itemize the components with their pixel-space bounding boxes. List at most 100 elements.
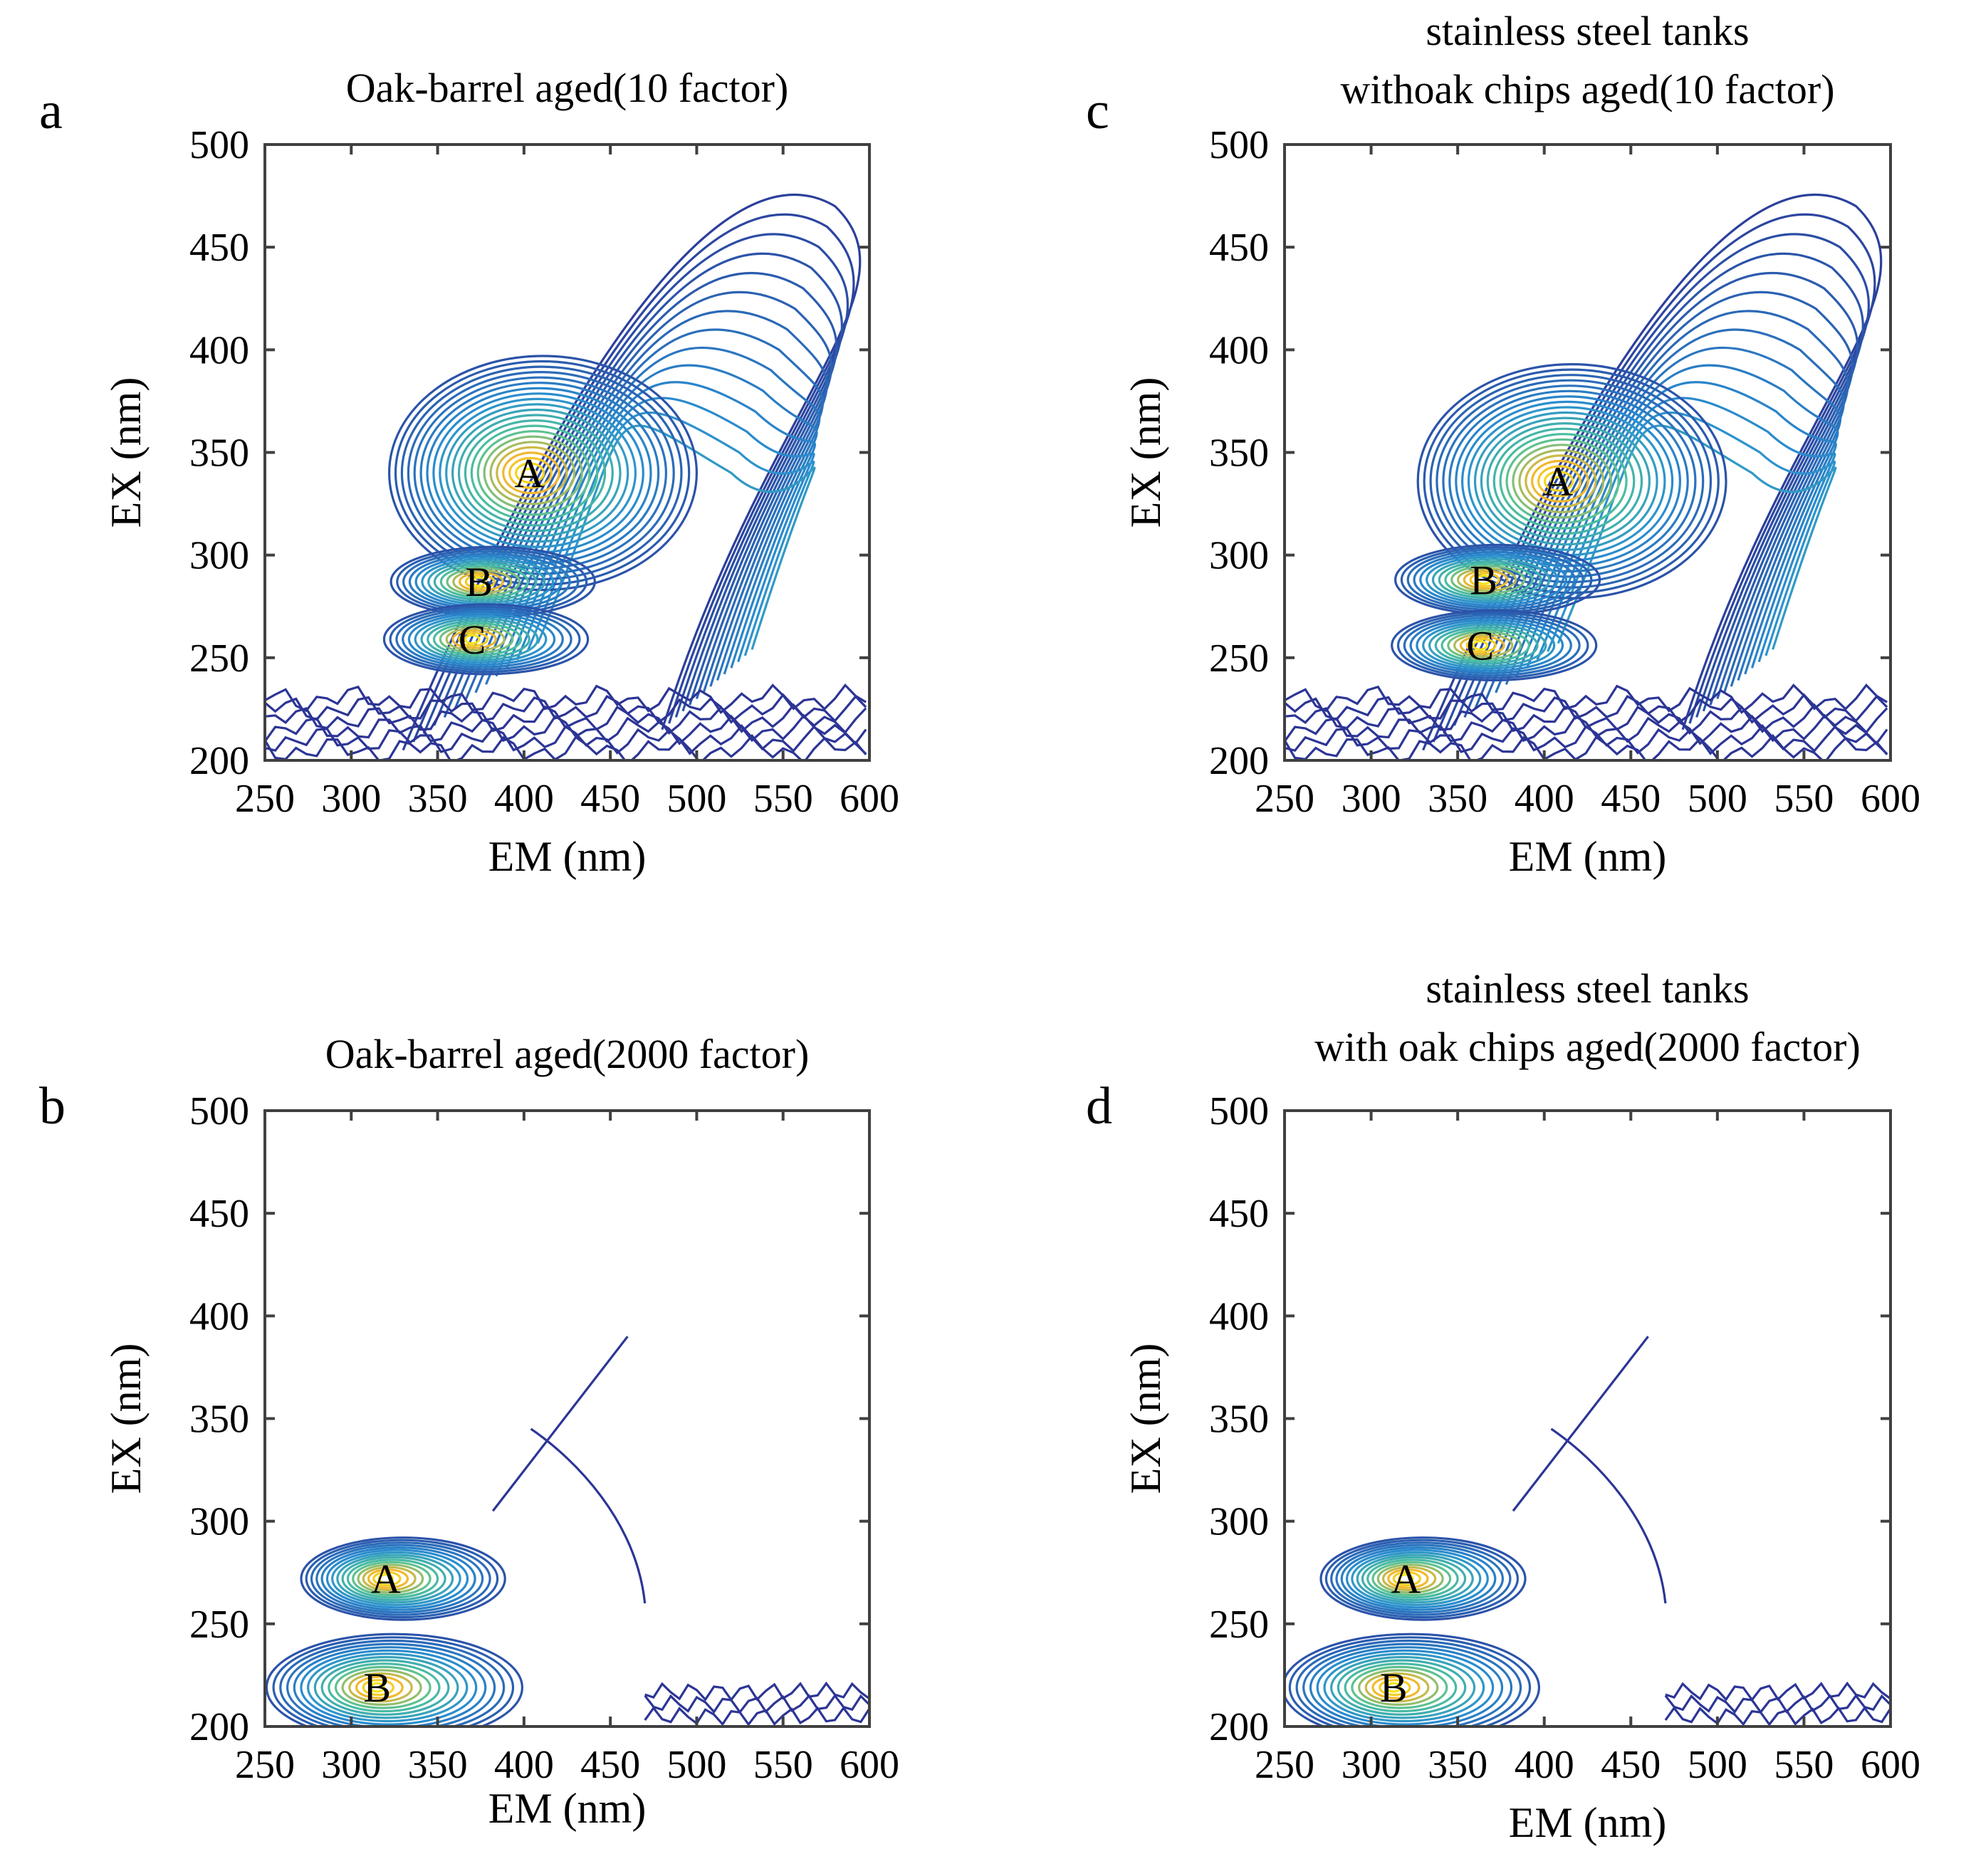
noise-contour <box>265 703 867 735</box>
peak-contour <box>445 627 506 652</box>
x-tick-label: 550 <box>1774 1743 1834 1787</box>
peak-contour <box>341 1556 446 1601</box>
peak-contour <box>1459 635 1505 656</box>
x-tick-label: 400 <box>494 777 554 821</box>
x-tick-label: 550 <box>753 777 813 821</box>
peak-contour <box>1444 562 1534 597</box>
y-tick-label: 400 <box>1209 328 1269 372</box>
panel-letter-a: a <box>39 82 63 140</box>
y-tick-label: 300 <box>189 534 249 578</box>
peak-contour <box>457 414 614 533</box>
peak-contour <box>1344 1662 1458 1713</box>
peak-contour <box>1453 633 1514 658</box>
peak-label-B: B <box>1380 1665 1408 1711</box>
peak-contour <box>458 572 504 592</box>
peak-contour <box>336 1553 454 1604</box>
peak-contour <box>272 1636 515 1726</box>
x-tick-label: 350 <box>408 777 468 821</box>
peak-contour <box>400 365 683 581</box>
contour-line <box>1515 364 1839 677</box>
x-tick-label: 350 <box>1428 777 1487 821</box>
peak-contour <box>464 419 607 527</box>
peak-contour <box>427 619 530 659</box>
peak-contour <box>307 1652 469 1723</box>
contour-line <box>491 1336 647 1604</box>
peak-contour <box>1329 1655 1476 1719</box>
noise-contour <box>265 693 867 724</box>
x-tick-label: 450 <box>1601 1743 1661 1787</box>
peak-contour <box>328 1662 441 1713</box>
contour-group <box>265 194 867 760</box>
y-tick-label: 500 <box>189 1089 249 1133</box>
x-tick-label: 400 <box>1515 1743 1574 1787</box>
peak-contour <box>451 629 497 649</box>
peak-contour <box>1387 1568 1429 1589</box>
x-tick-label: 550 <box>753 1743 813 1787</box>
peak-contour <box>320 1659 450 1716</box>
peak-contour <box>394 360 691 586</box>
peak-contour <box>310 1541 491 1616</box>
panel-a: a Oak-barrel aged(10 factor) A BC 250 300 350 4… <box>39 65 899 880</box>
peak-contour <box>1499 433 1628 530</box>
y-tick-label: 250 <box>1209 1603 1269 1647</box>
x-tick-label: 250 <box>235 1743 295 1787</box>
peak-contour <box>1440 628 1531 663</box>
y-tick-label: 300 <box>1209 534 1269 578</box>
peak-contour <box>471 576 488 587</box>
y-axis-label: EX (nm) <box>103 1343 150 1494</box>
peak-contour <box>1461 400 1674 562</box>
x-tick-label: 450 <box>580 1743 640 1787</box>
peak-contour <box>1537 465 1582 498</box>
contour-line <box>402 194 862 751</box>
y-tick-label: 500 <box>1209 1089 1269 1133</box>
peak-contour <box>346 1558 439 1599</box>
peak-contour <box>1530 459 1589 503</box>
peak-contour <box>362 1566 417 1592</box>
contour-line <box>1512 1336 1667 1604</box>
peak-contour <box>334 1665 432 1709</box>
contour-line <box>422 233 849 735</box>
peak-contour <box>1492 427 1636 535</box>
peak-contour <box>1302 1642 1513 1726</box>
y-tick-label: 350 <box>189 1398 249 1442</box>
peak-contour <box>451 408 622 538</box>
peak-contour <box>377 1573 394 1584</box>
y-tick-label: 400 <box>1209 1294 1269 1338</box>
noise-contour <box>265 683 867 714</box>
noise-contour <box>1285 693 1888 724</box>
peak-label-A: A <box>371 1556 401 1602</box>
x-tick-label: 300 <box>321 1743 381 1787</box>
peak-contour <box>320 1546 476 1611</box>
peak-contour <box>1448 389 1689 573</box>
y-tick-label: 200 <box>1209 1705 1269 1749</box>
peak-contour <box>1288 1636 1532 1726</box>
y-tick-label: 200 <box>189 739 249 783</box>
peak-contour <box>508 456 553 489</box>
peak-contour <box>1525 454 1597 508</box>
peak-contour <box>514 462 545 484</box>
y-tick-label: 500 <box>1209 123 1269 167</box>
peak-contour <box>1456 567 1517 592</box>
panel-b: b Oak-barrel aged(2000 factor) A B 250 300 350… <box>39 1031 899 1832</box>
peak-contour <box>457 632 489 647</box>
noise-contour <box>644 1681 869 1702</box>
peak-contour <box>1475 574 1492 585</box>
contour-line <box>433 252 843 726</box>
peak-contour <box>1295 1639 1522 1726</box>
y-tick-label: 450 <box>1209 226 1269 270</box>
axes-frame <box>263 1109 871 1728</box>
peak-contour <box>357 1563 424 1594</box>
peak-contour <box>325 1549 469 1609</box>
peak-contour <box>1416 363 1727 599</box>
peak-contour <box>1419 552 1568 607</box>
peak-label-C: C <box>1466 623 1494 669</box>
y-tick-label: 400 <box>189 328 249 372</box>
peak-contour <box>1364 1672 1430 1703</box>
peak-contour <box>1428 623 1547 668</box>
peak-contour <box>452 569 513 594</box>
x-tick-label: 600 <box>1861 1743 1920 1787</box>
peak-contour <box>1403 614 1581 677</box>
x-tick-label: 400 <box>494 1743 554 1787</box>
peak-contour <box>362 1679 394 1697</box>
